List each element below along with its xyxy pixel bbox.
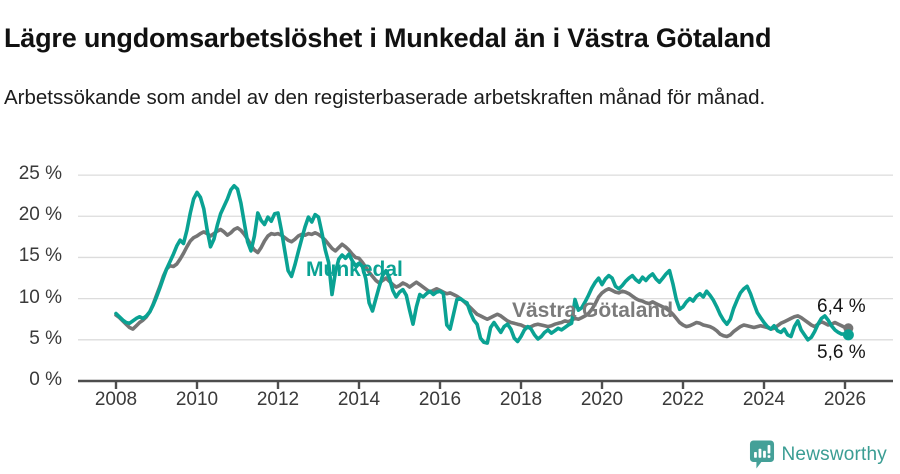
y-tick-label-15: 15 % xyxy=(18,245,62,267)
x-tick-label-2026: 2026 xyxy=(823,389,867,410)
x-tick-label-2020: 2020 xyxy=(580,389,624,410)
chart-subtitle: Arbetssökande som andel av den registerb… xyxy=(4,85,766,109)
x-tick-label-2016: 2016 xyxy=(418,389,462,410)
end-value-munkedal: 5,6 % xyxy=(817,342,866,363)
y-tick-label-0: 0 % xyxy=(29,369,62,390)
series-label-munkedal: Munkedal xyxy=(306,258,403,281)
series-line-v-stra-g-taland xyxy=(114,226,851,339)
x-tick-label-2010: 2010 xyxy=(175,389,219,410)
x-tick-label-2018: 2018 xyxy=(499,389,543,410)
x-tick-label-2024: 2024 xyxy=(742,389,786,410)
series-line-munkedal xyxy=(114,184,851,345)
x-tick-label-2012: 2012 xyxy=(256,389,300,410)
x-tick-label-2022: 2022 xyxy=(661,389,705,410)
y-tick-label-10: 10 % xyxy=(18,286,62,308)
newsworthy-logo-icon xyxy=(749,440,774,469)
y-tick-label-5: 5 % xyxy=(29,327,62,349)
y-tick-label-25: 25 % xyxy=(18,163,62,185)
end-value-vastra-gotaland: 6,4 % xyxy=(817,296,866,317)
series-label-vastra-gotaland: Västra Götaland xyxy=(512,299,674,322)
x-tick-label-2008: 2008 xyxy=(94,389,138,410)
page-title: Lägre ungdomsarbetslöshet i Munkedal än … xyxy=(4,23,772,54)
end-dot-munkedal xyxy=(842,329,854,341)
newsworthy-brand-name: Newsworthy xyxy=(781,443,887,465)
x-tick-label-2014: 2014 xyxy=(337,389,381,410)
y-tick-label-20: 20 % xyxy=(18,204,62,226)
newsworthy-brand-link[interactable]: Newsworthy xyxy=(749,440,887,469)
